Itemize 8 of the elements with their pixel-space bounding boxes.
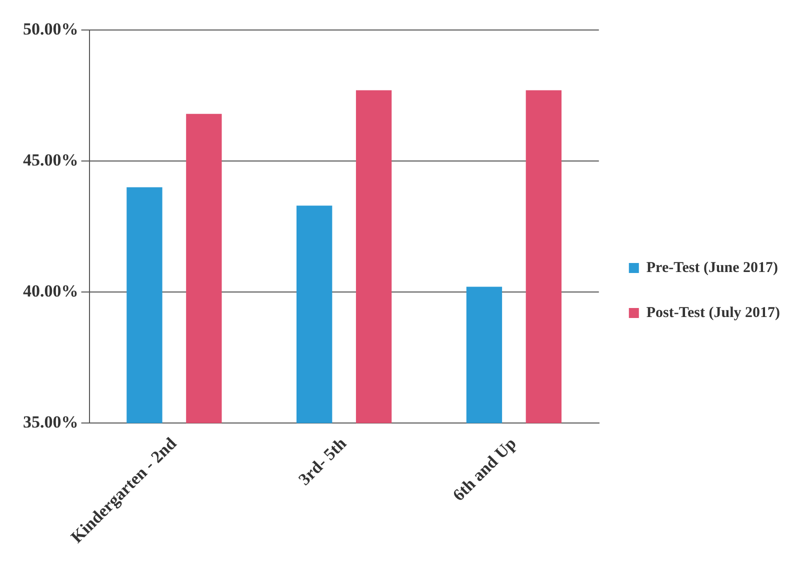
- legend-label: Post-Test (July 2017): [646, 304, 780, 321]
- legend-label: Pre-Test (June 2017): [646, 260, 778, 276]
- x-tick-label: 6th and Up: [448, 434, 520, 505]
- y-tick-label: 40.00%: [23, 281, 78, 300]
- y-tick-label: 45.00%: [23, 150, 78, 170]
- x-tick-label: 3rd- 5th: [294, 433, 350, 489]
- y-tick-label: 50.00%: [23, 19, 78, 38]
- y-tick-label: 35.00%: [23, 412, 78, 432]
